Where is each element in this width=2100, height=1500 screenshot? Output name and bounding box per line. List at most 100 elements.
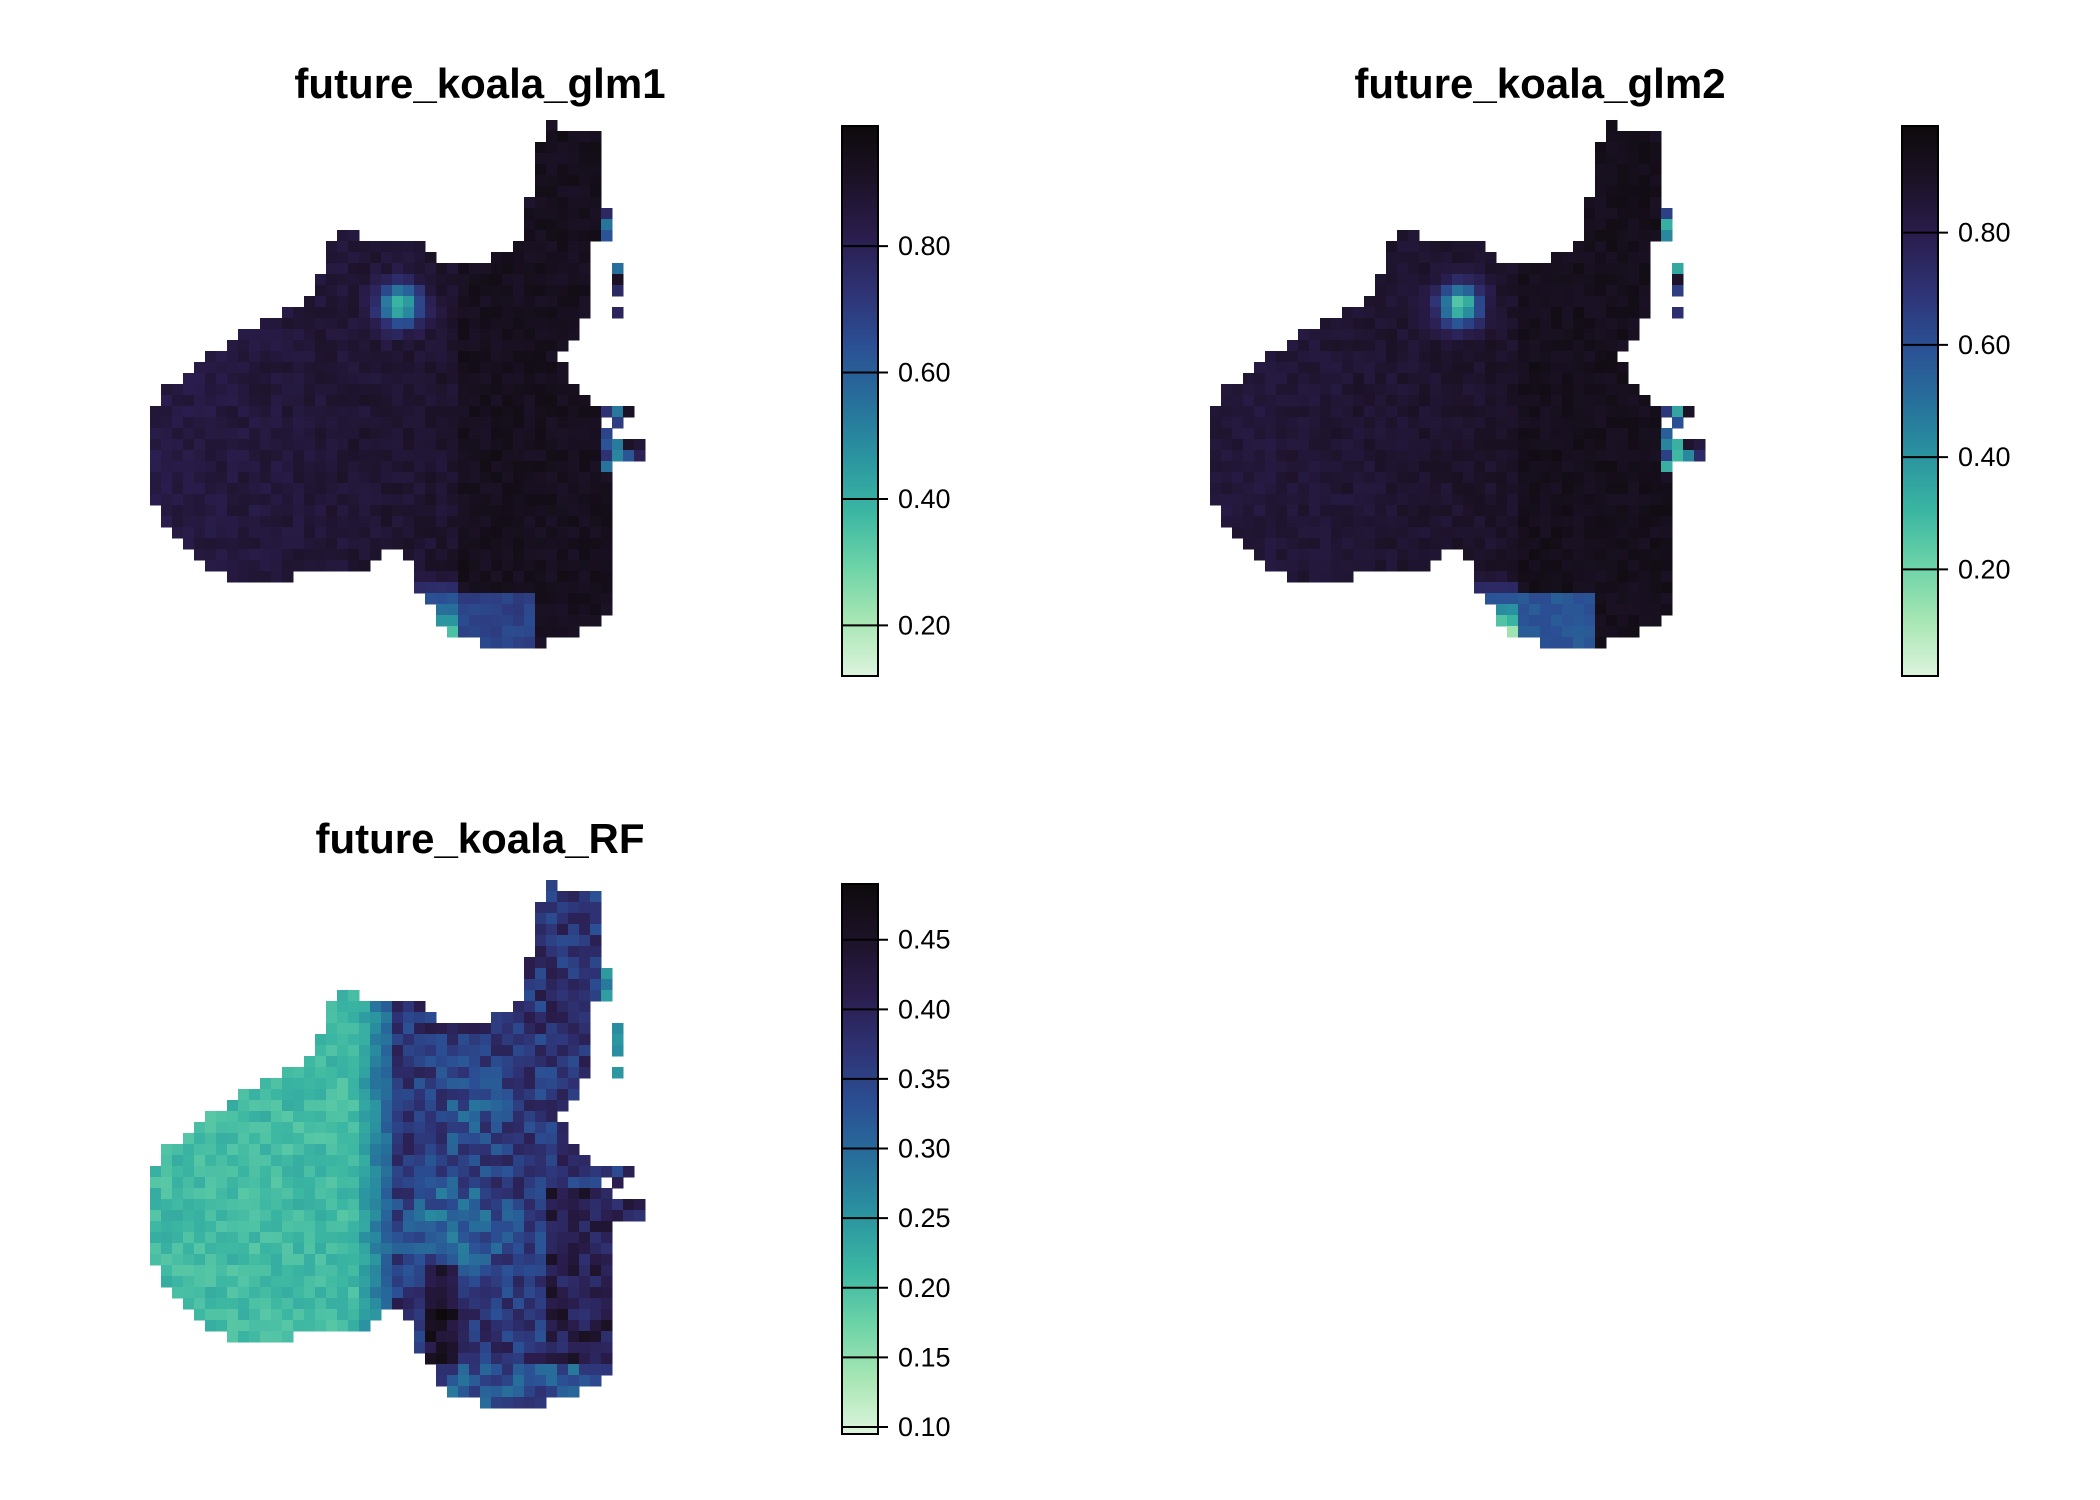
raster-cell (1507, 373, 1519, 385)
raster-cell (1408, 241, 1420, 253)
raster-cell (513, 1155, 525, 1167)
raster-cell (315, 494, 327, 506)
legend-tick-label: 0.35 (898, 1064, 951, 1094)
raster-cell (370, 1034, 382, 1046)
raster-cell (436, 1210, 448, 1222)
raster-cell (1331, 461, 1343, 473)
raster-cell (194, 450, 206, 462)
raster-cell (557, 1320, 569, 1332)
raster-cell (590, 1331, 602, 1343)
raster-cell (425, 1012, 437, 1024)
raster-cell (326, 516, 338, 528)
raster-cell (546, 1111, 558, 1123)
raster-cell (1639, 560, 1651, 572)
raster-cell (436, 1320, 448, 1332)
raster-cell (293, 1144, 305, 1156)
raster-cell (1551, 362, 1563, 374)
raster-cell (1375, 472, 1387, 484)
raster-cell (381, 1078, 393, 1090)
raster-cell (1353, 395, 1365, 407)
legend-tick-label: 0.20 (898, 610, 951, 640)
raster-cell (1441, 296, 1453, 308)
raster-cell (590, 968, 602, 980)
raster-cell (1562, 538, 1574, 550)
raster-cell (348, 263, 360, 275)
raster-cell (348, 252, 360, 264)
raster-cell (535, 362, 547, 374)
raster-cell (458, 582, 470, 594)
raster-cell (315, 527, 327, 539)
raster-cell (480, 527, 492, 539)
raster-cell (1628, 538, 1640, 550)
raster-cell (282, 428, 294, 440)
raster-cell (1639, 263, 1651, 275)
raster-cell (579, 946, 591, 958)
raster-cell (425, 1078, 437, 1090)
raster-cell (1628, 131, 1640, 143)
raster-cell (1331, 340, 1343, 352)
raster-cell (447, 1056, 459, 1068)
raster-cell (513, 516, 525, 528)
raster-cell (238, 351, 250, 363)
raster-cell (491, 1045, 503, 1057)
raster-cell (436, 1298, 448, 1310)
raster-cell (1353, 329, 1365, 341)
raster-cell (1408, 461, 1420, 473)
raster-cell (1210, 417, 1222, 429)
raster-cell (194, 1221, 206, 1233)
raster-cell (601, 208, 613, 220)
raster-cell (590, 186, 602, 198)
raster-cell (1573, 461, 1585, 473)
raster-cell (359, 549, 371, 561)
raster-cell (557, 593, 569, 605)
raster-cell (172, 439, 184, 451)
raster-cell (1529, 395, 1541, 407)
raster-cell (1551, 527, 1563, 539)
raster-cell (414, 296, 426, 308)
raster-cell (403, 406, 415, 418)
raster-cell (524, 1155, 536, 1167)
raster-cell (436, 1155, 448, 1167)
raster-cell (524, 1177, 536, 1189)
raster-cell (502, 1309, 514, 1321)
raster-cell (370, 1199, 382, 1211)
raster-cell (579, 175, 591, 187)
raster-cell (1584, 494, 1596, 506)
raster-cell (480, 318, 492, 330)
raster-cell (568, 957, 580, 969)
raster-cell (568, 1342, 580, 1354)
raster-cell (260, 1111, 272, 1123)
raster-cell (1606, 593, 1618, 605)
raster-cell (293, 1320, 305, 1332)
raster-cell (524, 1375, 536, 1387)
raster-cell (502, 1089, 514, 1101)
raster-cell (260, 1188, 272, 1200)
raster-cell (1408, 230, 1420, 242)
raster-cell (337, 483, 349, 495)
raster-cell (1265, 505, 1277, 517)
raster-cell (425, 1221, 437, 1233)
raster-cell (337, 1045, 349, 1057)
raster-cell (436, 428, 448, 440)
raster-cell (194, 1199, 206, 1211)
raster-cell (469, 582, 481, 594)
raster-cell (1496, 494, 1508, 506)
raster-cell (491, 549, 503, 561)
raster-cell (557, 1287, 569, 1299)
raster-cell (1397, 241, 1409, 253)
raster-cell (315, 417, 327, 429)
raster-cell (183, 472, 195, 484)
raster-cell (1617, 153, 1629, 165)
raster-cell (1309, 516, 1321, 528)
raster-cell (1265, 483, 1277, 495)
raster-cell (425, 428, 437, 440)
raster-cell (557, 1232, 569, 1244)
raster-cell (414, 1298, 426, 1310)
raster-cell (1595, 252, 1607, 264)
raster-cell (1353, 373, 1365, 385)
raster-cell (1331, 472, 1343, 484)
raster-cell (1562, 505, 1574, 517)
raster-cell (271, 395, 283, 407)
raster-cell (557, 219, 569, 231)
raster-cell (326, 505, 338, 517)
